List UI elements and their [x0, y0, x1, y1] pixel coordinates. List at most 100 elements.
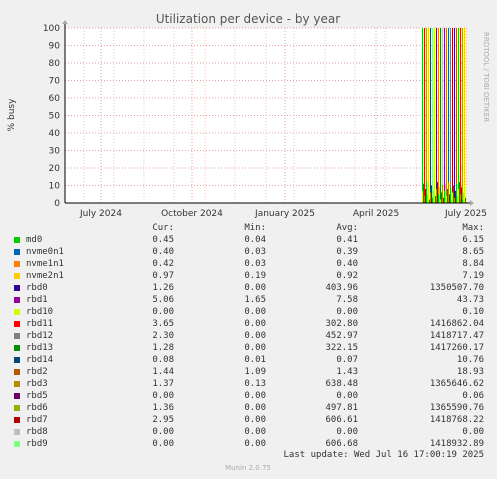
- series-name: rbd8: [26, 427, 48, 437]
- y-tick-label: 80: [49, 59, 61, 69]
- noise-bar: [435, 196, 436, 203]
- series-name: rbd13: [26, 343, 54, 353]
- y-tick-label: 0: [54, 199, 60, 209]
- avg-value: 0.40: [336, 259, 358, 269]
- max-value: 1350507.70: [429, 283, 484, 293]
- data-marks: [422, 28, 466, 203]
- legend-swatch: [14, 261, 20, 267]
- series-name: rbd9: [26, 439, 48, 449]
- avg-value: 497.81: [325, 403, 358, 413]
- spike-bar: [430, 28, 431, 203]
- noise-bar: [440, 199, 441, 203]
- spike-bar: [444, 28, 445, 203]
- legend-row: rbd13 1.28 0.00 322.15 1417260.17: [0, 342, 497, 354]
- legend-row: nvme0n1 0.40 0.03 0.39 8.65: [0, 246, 497, 258]
- min-value: 0.00: [244, 427, 266, 437]
- legend-swatch: [14, 405, 20, 411]
- noise-bar: [459, 182, 460, 203]
- legend-swatch: [14, 249, 20, 255]
- cur-value: 0.45: [152, 235, 174, 245]
- noise-bar: [454, 197, 455, 203]
- cur-value: 0.42: [152, 259, 174, 269]
- cur-value: 1.37: [152, 379, 174, 389]
- noise-bar: [439, 187, 440, 203]
- legend-row: rbd6 1.36 0.00 497.81 1365590.76: [0, 402, 497, 414]
- cur-value: 2.95: [152, 415, 174, 425]
- max-value: 18.93: [456, 367, 484, 377]
- x-tick-label: July 2025: [444, 209, 487, 219]
- legend-swatch: [14, 297, 20, 303]
- avg-value: 638.48: [325, 379, 358, 389]
- avg-value: 0.00: [336, 427, 358, 437]
- y-tick-label: 70: [49, 77, 61, 87]
- noise-bar: [447, 189, 448, 203]
- max-value: 1416862.04: [429, 319, 484, 329]
- legend-swatch: [14, 417, 20, 423]
- max-value: 1365590.76: [429, 403, 484, 413]
- y-axis-label: % busy: [7, 98, 17, 132]
- noise-bar: [453, 185, 454, 203]
- max-value: 1418717.47: [429, 331, 484, 341]
- legend-row: rbd0 1.26 0.00 403.96 1350507.70: [0, 282, 497, 294]
- cur-value: 0.00: [152, 391, 174, 401]
- spike-bar: [432, 28, 433, 203]
- rrdtool-watermark: RRDTOOL / TOBI OETIKER: [482, 32, 490, 122]
- noise-bar: [464, 185, 465, 203]
- spike-bar: [446, 28, 447, 203]
- noise-bar: [438, 194, 439, 203]
- x-tick-label: October 2024: [161, 209, 223, 219]
- avg-value: 606.68: [325, 439, 358, 449]
- cur-value: 1.36: [152, 403, 174, 413]
- noise-bar: [429, 199, 430, 203]
- y-tick-label: 10: [49, 182, 61, 192]
- avg-value: 403.96: [325, 283, 358, 293]
- max-value: 1418768.22: [429, 415, 484, 425]
- min-value: 0.13: [244, 379, 266, 389]
- spike-bar: [448, 28, 449, 203]
- avg-value: 7.58: [336, 295, 358, 305]
- legend-row: rbd2 1.44 1.09 1.43 18.93: [0, 366, 497, 378]
- noise-bar: [465, 197, 466, 203]
- noise-bar: [442, 185, 443, 203]
- avg-value: 0.41: [336, 235, 358, 245]
- spike-bar: [436, 28, 437, 203]
- avg-value: 0.07: [336, 355, 358, 365]
- footer: Munin 2.0.75: [225, 464, 271, 472]
- noise-bar: [455, 190, 456, 203]
- legend-row: nvme2n1 0.97 0.19 0.92 7.19: [0, 270, 497, 282]
- spike-bar: [440, 28, 441, 203]
- max-value: 1365646.62: [429, 379, 484, 389]
- legend-row: rbd11 3.65 0.00 302.80 1416862.04: [0, 318, 497, 330]
- legend-row: rbd1 5.06 1.65 7.58 43.73: [0, 294, 497, 306]
- spike-bar: [452, 28, 453, 203]
- noise-bar: [426, 182, 427, 203]
- legend-row: rbd14 0.08 0.01 0.07 10.76: [0, 354, 497, 366]
- y-tick-label: 90: [49, 42, 61, 52]
- col-min-header: Min:: [244, 223, 266, 233]
- legend-swatch: [14, 357, 20, 363]
- y-tick-label: 40: [49, 129, 61, 139]
- cur-value: 0.40: [152, 247, 174, 257]
- noise-bar: [425, 189, 426, 203]
- series-name: rbd7: [26, 415, 48, 425]
- min-value: 0.19: [244, 271, 266, 281]
- series-name: nvme0n1: [26, 247, 64, 257]
- spike-bar: [458, 28, 459, 203]
- max-value: 0.00: [462, 427, 484, 437]
- series-name: rbd1: [26, 295, 48, 305]
- noise-bar: [422, 190, 423, 203]
- max-value: 43.73: [456, 295, 484, 305]
- y-tick-label: 30: [49, 147, 61, 157]
- cur-value: 2.30: [152, 331, 174, 341]
- min-value: 0.00: [244, 307, 266, 317]
- spike-bar: [426, 28, 427, 203]
- x-axis-arrow-icon: [470, 200, 474, 206]
- chart-title: Utilization per device - by year: [156, 12, 340, 26]
- legend-swatch: [14, 321, 20, 327]
- cur-value: 0.00: [152, 427, 174, 437]
- avg-value: 452.97: [325, 331, 358, 341]
- legend-row: rbd10 0.00 0.00 0.00 0.10: [0, 306, 497, 318]
- noise-bar: [446, 196, 447, 203]
- noise-bar: [448, 182, 449, 203]
- min-value: 0.00: [244, 415, 266, 425]
